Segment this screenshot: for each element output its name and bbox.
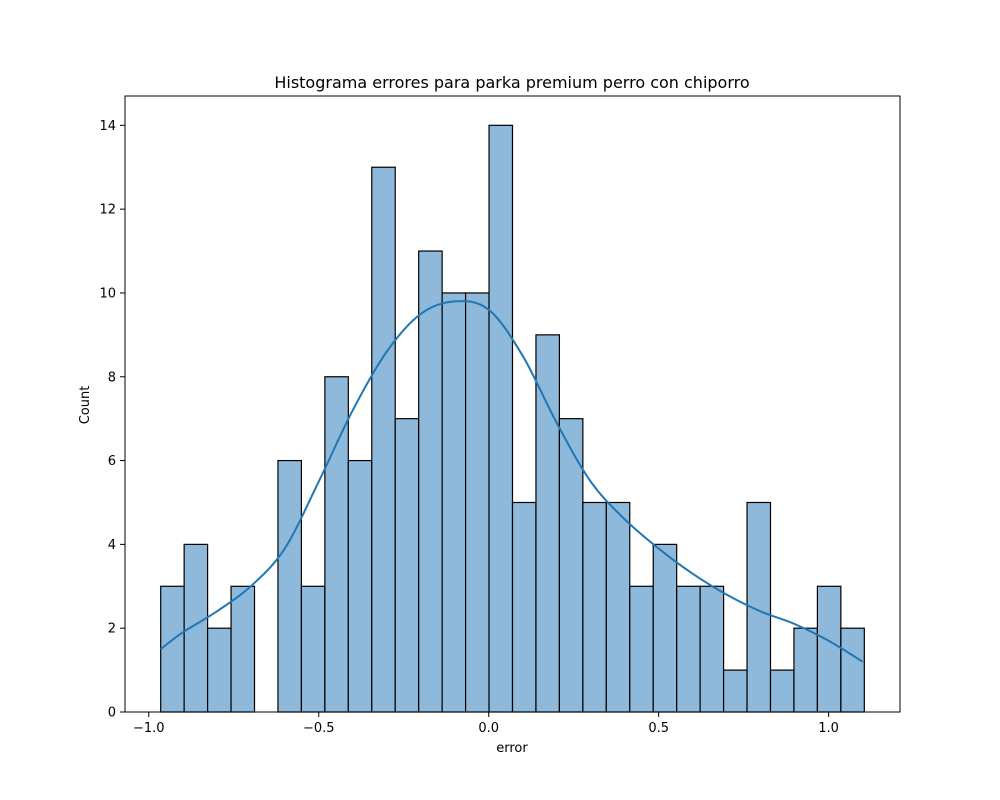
histogram-bar — [722, 669, 748, 713]
histogram-bar — [300, 585, 326, 713]
histogram-bar — [535, 334, 561, 713]
x-tick-label: 1.0 — [818, 721, 839, 736]
histogram-bar — [605, 501, 631, 713]
histogram-bar — [464, 292, 490, 713]
x-tick-label: −1.0 — [133, 721, 165, 736]
y-tick-label: 2 — [108, 622, 116, 637]
histogram-bar — [347, 459, 373, 713]
histogram-bar — [160, 585, 185, 713]
kde-curve — [160, 300, 864, 663]
y-axis-label: Count — [78, 386, 93, 425]
y-tick-label: 0 — [108, 706, 116, 721]
histogram-bar — [206, 627, 232, 713]
x-axis-label: error — [496, 741, 528, 756]
y-tick-label: 12 — [99, 203, 116, 218]
y-tick-label: 10 — [99, 286, 116, 301]
histogram-bar — [652, 543, 678, 713]
histogram-bar — [793, 627, 819, 713]
y-tick-label: 14 — [99, 119, 116, 134]
histogram-bar — [699, 585, 725, 713]
chart-title: Histograma errores para parka premium pe… — [274, 73, 749, 92]
histogram-bar — [816, 585, 842, 713]
histogram-bar — [769, 669, 795, 713]
x-tick-label: 0.5 — [648, 721, 669, 736]
y-tick-label: 4 — [108, 538, 116, 553]
histogram-bar — [394, 418, 420, 713]
x-tick-label: 0.0 — [478, 721, 499, 736]
bars-layer — [160, 124, 865, 713]
y-tick-label: 8 — [108, 370, 116, 385]
histogram-bar — [488, 124, 514, 713]
histogram-bar — [277, 459, 303, 713]
histogram-bar — [840, 627, 865, 713]
x-axis: −1.0 −0.5 0.0 0.5 1.0 — [133, 712, 839, 736]
histogram-bar — [230, 585, 256, 713]
y-tick-label: 6 — [108, 454, 116, 469]
histogram-bar — [629, 585, 654, 713]
histogram-bar — [371, 166, 396, 713]
histogram-bar — [441, 292, 467, 713]
y-axis: 0 2 4 6 8 10 12 14 — [99, 119, 125, 721]
histogram-bar — [582, 501, 607, 713]
histogram-bar — [511, 501, 537, 713]
x-tick-label: −0.5 — [303, 721, 335, 736]
plot-frame — [124, 95, 901, 713]
histogram-bar — [418, 250, 443, 713]
histogram-bar — [676, 585, 701, 713]
